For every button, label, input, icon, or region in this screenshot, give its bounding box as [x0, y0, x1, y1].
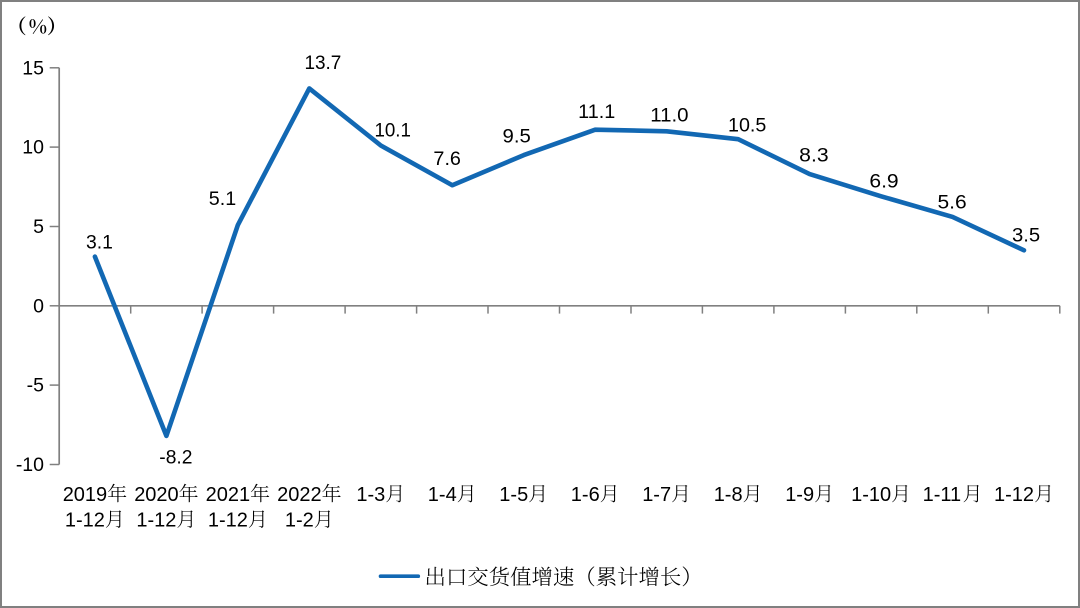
svg-text:3.1: 3.1 [86, 231, 113, 253]
svg-text:2021: 2021 [206, 484, 251, 506]
svg-text:1-4: 1-4 [428, 484, 457, 506]
svg-text:0: 0 [33, 295, 44, 317]
svg-text:1-12: 1-12 [65, 509, 105, 531]
svg-text:2020: 2020 [134, 484, 179, 506]
svg-text:1-8: 1-8 [714, 484, 743, 506]
svg-text:1-12: 1-12 [208, 509, 248, 531]
svg-text:10.1: 10.1 [374, 119, 411, 141]
svg-text:1-5: 1-5 [499, 484, 528, 506]
svg-text:1-9: 1-9 [785, 484, 814, 506]
svg-text:1-12: 1-12 [136, 509, 176, 531]
svg-text:-10: -10 [16, 454, 44, 476]
svg-text:10.5: 10.5 [728, 115, 766, 137]
svg-text:2022: 2022 [277, 484, 322, 506]
svg-text:1-7: 1-7 [642, 484, 671, 506]
svg-text:8.3: 8.3 [799, 145, 828, 167]
svg-text:5.6: 5.6 [938, 192, 967, 214]
svg-text:9.5: 9.5 [503, 126, 531, 148]
svg-text:11.0: 11.0 [650, 105, 688, 127]
svg-text:13.7: 13.7 [304, 52, 341, 74]
svg-text:-5: -5 [27, 375, 44, 397]
svg-text:15: 15 [22, 57, 44, 79]
svg-text:1-10: 1-10 [851, 484, 891, 506]
svg-text:2019: 2019 [63, 484, 107, 506]
svg-text:10: 10 [22, 137, 44, 159]
svg-text:6.9: 6.9 [869, 170, 898, 192]
svg-text:1-6: 1-6 [571, 484, 600, 506]
svg-text:1-2: 1-2 [285, 509, 314, 531]
svg-text:11.1: 11.1 [578, 101, 615, 123]
svg-text:-8.2: -8.2 [159, 447, 192, 469]
svg-text:1-12: 1-12 [994, 484, 1034, 506]
svg-text:5: 5 [33, 216, 44, 238]
svg-text:1-11: 1-11 [923, 484, 962, 506]
svg-text:5.1: 5.1 [209, 188, 236, 210]
svg-text:1-3: 1-3 [356, 484, 385, 506]
svg-text:3.5: 3.5 [1012, 225, 1040, 247]
svg-text:7.6: 7.6 [433, 148, 461, 170]
